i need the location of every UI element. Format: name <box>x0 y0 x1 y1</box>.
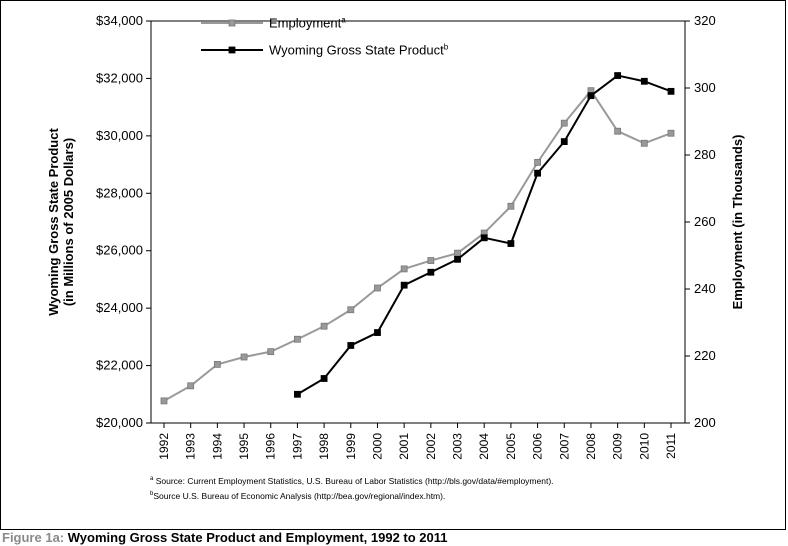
source-notes: a Source: Current Employment Statistics,… <box>150 473 554 503</box>
legend-superscript: b <box>444 43 449 52</box>
x-tick-label: 1999 <box>344 433 358 460</box>
y2-tick-label: 320 <box>694 13 716 28</box>
data-point-employment <box>320 322 328 330</box>
legend-series-name: Wyoming Gross State Product <box>269 43 444 58</box>
data-point-gsp <box>347 342 355 349</box>
y-tick-label: $32,000 <box>96 70 143 85</box>
y2-axis-title: Employment (in Thousands) <box>730 135 745 310</box>
x-tick-label: 1997 <box>290 433 304 460</box>
legend-marker-employment <box>228 19 236 27</box>
x-tick-label: 1998 <box>317 433 331 460</box>
x-tick-label: 2009 <box>611 433 625 460</box>
y2-tick-label: 200 <box>694 415 716 430</box>
data-point-employment <box>640 139 648 147</box>
y2-tick-label: 260 <box>694 214 716 229</box>
y-tick-label: $20,000 <box>96 415 143 430</box>
legend-marker-gsp <box>228 46 236 54</box>
y-tick-label: $24,000 <box>96 300 143 315</box>
x-tick-label: 2001 <box>397 433 411 460</box>
data-point-employment <box>560 119 568 127</box>
data-point-gsp <box>534 169 541 177</box>
data-point-employment <box>400 265 408 273</box>
y2-tick-label: 220 <box>694 348 716 363</box>
data-point-gsp <box>454 255 461 263</box>
data-point-gsp <box>614 72 622 79</box>
x-tick-label: 2011 <box>664 433 678 459</box>
data-point-gsp <box>294 390 301 398</box>
x-tick-label: 2008 <box>584 433 598 460</box>
y-axis-title-line: Wyoming Gross State Product <box>46 128 61 316</box>
plot-area-border <box>150 20 686 424</box>
x-tick-label: 1992 <box>157 433 171 460</box>
note-marker: b <box>150 490 154 497</box>
x-tick-label: 2002 <box>424 433 438 460</box>
data-point-employment <box>454 249 461 257</box>
data-point-gsp <box>640 77 648 85</box>
data-point-employment <box>187 382 195 390</box>
data-point-employment <box>347 306 355 314</box>
series-line-employment <box>163 88 672 402</box>
note-text: Source U.S. Bureau of Economic Analysis … <box>153 490 446 501</box>
y-tick-label: $30,000 <box>96 128 143 143</box>
data-point-employment <box>534 158 541 166</box>
data-point-gsp <box>374 329 381 336</box>
source-note-a: a Source: Current Employment Statistics,… <box>150 473 554 488</box>
note-marker: a <box>150 476 154 482</box>
data-point-gsp <box>560 138 568 146</box>
y-tick-label: $22,000 <box>96 358 143 373</box>
legend-label-gsp: Wyoming Gross State Productb <box>269 43 449 58</box>
caption-text: Wyoming Gross State Product and Employme… <box>67 530 448 545</box>
x-tick-label: 1994 <box>210 433 224 460</box>
chart: $20,000 $22,000 $24,000 $26,000 $28,000 $30,0… <box>46 13 745 460</box>
data-point-gsp <box>587 92 595 100</box>
figure-caption: Figure 1a: Wyoming Gross State Product a… <box>2 530 448 545</box>
x-tick-label: 1996 <box>264 433 278 460</box>
figure-frame: $20,000 $22,000 $24,000 $26,000 $28,000 $30,0… <box>0 0 786 530</box>
data-point-gsp <box>427 268 435 276</box>
data-point-gsp <box>320 375 328 382</box>
y2-tick-label: 280 <box>694 147 716 162</box>
x-tick-label: 2010 <box>637 433 651 460</box>
source-note-b: bSource U.S. Bureau of Economic Analysis… <box>150 488 554 503</box>
data-point-employment <box>667 129 675 137</box>
legend-series-name: Employment <box>269 16 342 31</box>
data-point-employment <box>213 360 221 368</box>
data-point-employment <box>267 348 275 356</box>
data-point-gsp <box>400 281 408 289</box>
note-text: Source: Current Employment Statistics, U… <box>155 475 554 486</box>
y-tick-label: $28,000 <box>96 185 143 200</box>
data-point-gsp <box>667 87 675 95</box>
x-tick-label: 2005 <box>504 433 518 460</box>
x-tick-label: 2004 <box>477 433 491 460</box>
x-tick-label: 2003 <box>451 433 465 460</box>
x-tick-label: 1995 <box>237 433 251 460</box>
x-tick-label: 1993 <box>184 433 198 460</box>
data-point-employment <box>427 257 435 264</box>
data-point-gsp <box>480 234 488 242</box>
caption-prefix: Figure 1a: <box>2 530 65 545</box>
data-point-employment <box>507 202 515 210</box>
y2-tick-label: 300 <box>694 80 716 95</box>
y2-tick-label: 240 <box>694 281 716 296</box>
y-axis-title-line: (in Millions of 2005 Dollars) <box>61 138 76 306</box>
x-tick-label: 2000 <box>370 433 384 460</box>
legend-superscript: a <box>341 16 346 25</box>
y-tick-label: $26,000 <box>96 243 143 258</box>
data-point-employment <box>374 284 381 292</box>
y-axis-title: Wyoming Gross State Product(in Millions … <box>46 128 76 316</box>
y-tick-label: $34,000 <box>96 13 143 28</box>
data-point-employment <box>294 335 301 343</box>
x-tick-label: 2006 <box>531 433 545 460</box>
data-point-employment <box>614 127 622 135</box>
data-point-gsp <box>507 240 515 247</box>
legend-label-employment: Employmenta <box>269 16 346 31</box>
data-point-employment <box>240 353 248 361</box>
data-point-employment <box>160 397 168 405</box>
x-tick-label: 2007 <box>557 433 571 460</box>
